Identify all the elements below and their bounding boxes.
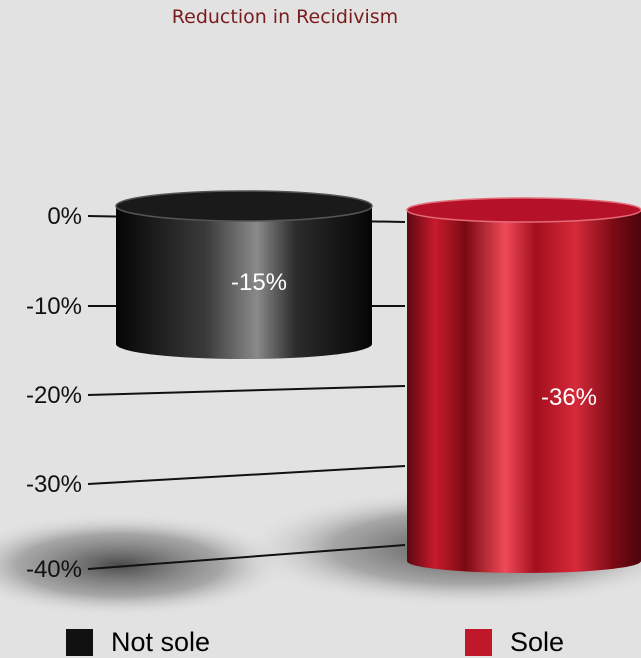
- legend-swatch-sole: [465, 628, 492, 656]
- chart-title: Reduction in Recidivism: [171, 6, 399, 28]
- legend-item-sole: Sole: [465, 627, 564, 657]
- bar-top-cap: [115, 190, 373, 222]
- data-labels: -15% -36%: [231, 269, 597, 411]
- y-tick-label: -30%: [26, 471, 82, 498]
- y-axis-ticks: 0% -10% -20% -30% -40%: [26, 203, 82, 583]
- bar-not-sole: [116, 206, 372, 359]
- gridline: [87, 385, 406, 396]
- y-tick-label: -20%: [26, 382, 82, 409]
- data-label: -15%: [231, 269, 287, 296]
- y-tick-label: -10%: [26, 293, 82, 320]
- legend-label-not-sole: Not sole: [111, 626, 211, 657]
- legend-label-sole: Sole: [510, 626, 565, 657]
- bars: [115, 190, 641, 573]
- gridline: [87, 544, 406, 570]
- bar-sole: [407, 210, 641, 573]
- legend-swatch-not-sole: [66, 628, 93, 656]
- data-label: -36%: [541, 384, 597, 411]
- legend-item-not-sole: Not sole: [66, 627, 210, 657]
- y-tick-label: 0%: [47, 203, 82, 230]
- gridline: [87, 465, 406, 485]
- bar-top-cap: [406, 197, 641, 223]
- y-tick-label: -40%: [26, 556, 82, 583]
